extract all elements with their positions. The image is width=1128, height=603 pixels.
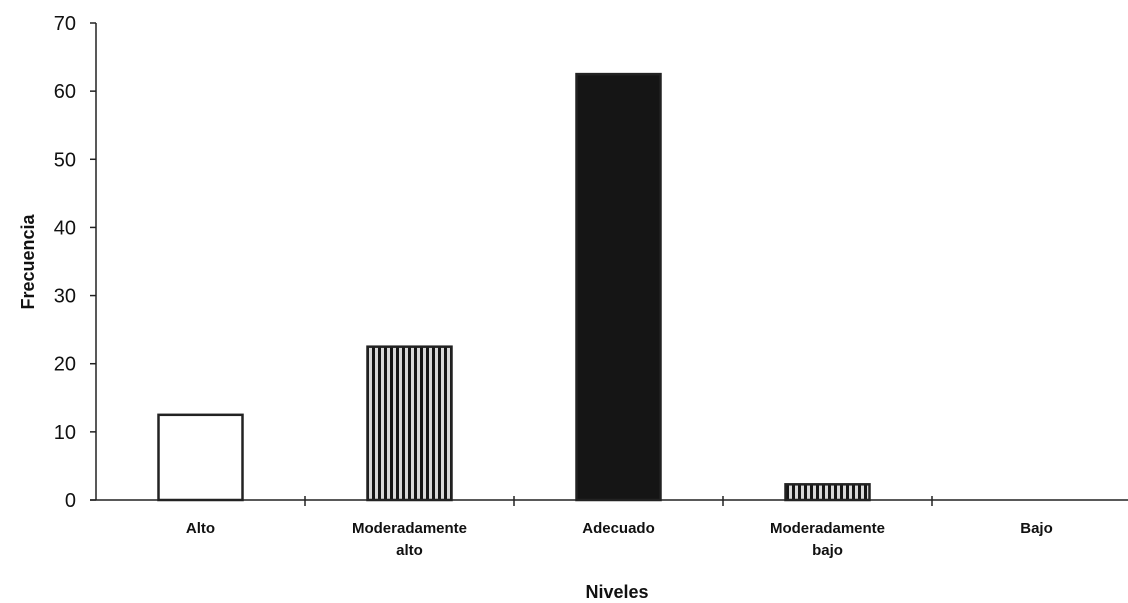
- y-tick-label: 60: [54, 81, 76, 103]
- x-tick-label: Adecuado: [582, 520, 655, 537]
- bar: [575, 72, 662, 502]
- y-tick-label: 30: [54, 286, 76, 308]
- bars: [157, 72, 871, 502]
- x-tick-label: Bajo: [1020, 520, 1053, 537]
- x-tick-label: Alto: [186, 520, 215, 537]
- y-tick-label: 20: [54, 354, 76, 376]
- x-tick-label: Moderadamente alto: [352, 520, 467, 559]
- x-tick-label: Moderadamente bajo: [770, 520, 885, 559]
- bar: [366, 345, 453, 502]
- y-tick-label: 70: [54, 13, 76, 35]
- y-axis-title: Frecuencia: [18, 213, 38, 309]
- category-labels: Alto Moderadamente alto Adecuado Moderadamen…: [186, 520, 1053, 559]
- y-tick-label: 0: [65, 490, 76, 512]
- bar: [157, 413, 244, 502]
- y-tick-label: 40: [54, 217, 76, 239]
- y-tick-label: 50: [54, 149, 76, 171]
- y-axis: 0 10 20 30 40 50 60 70: [54, 13, 97, 512]
- y-tick-label: 10: [54, 422, 76, 444]
- bar: [784, 483, 871, 502]
- x-axis-title: Niveles: [585, 582, 648, 602]
